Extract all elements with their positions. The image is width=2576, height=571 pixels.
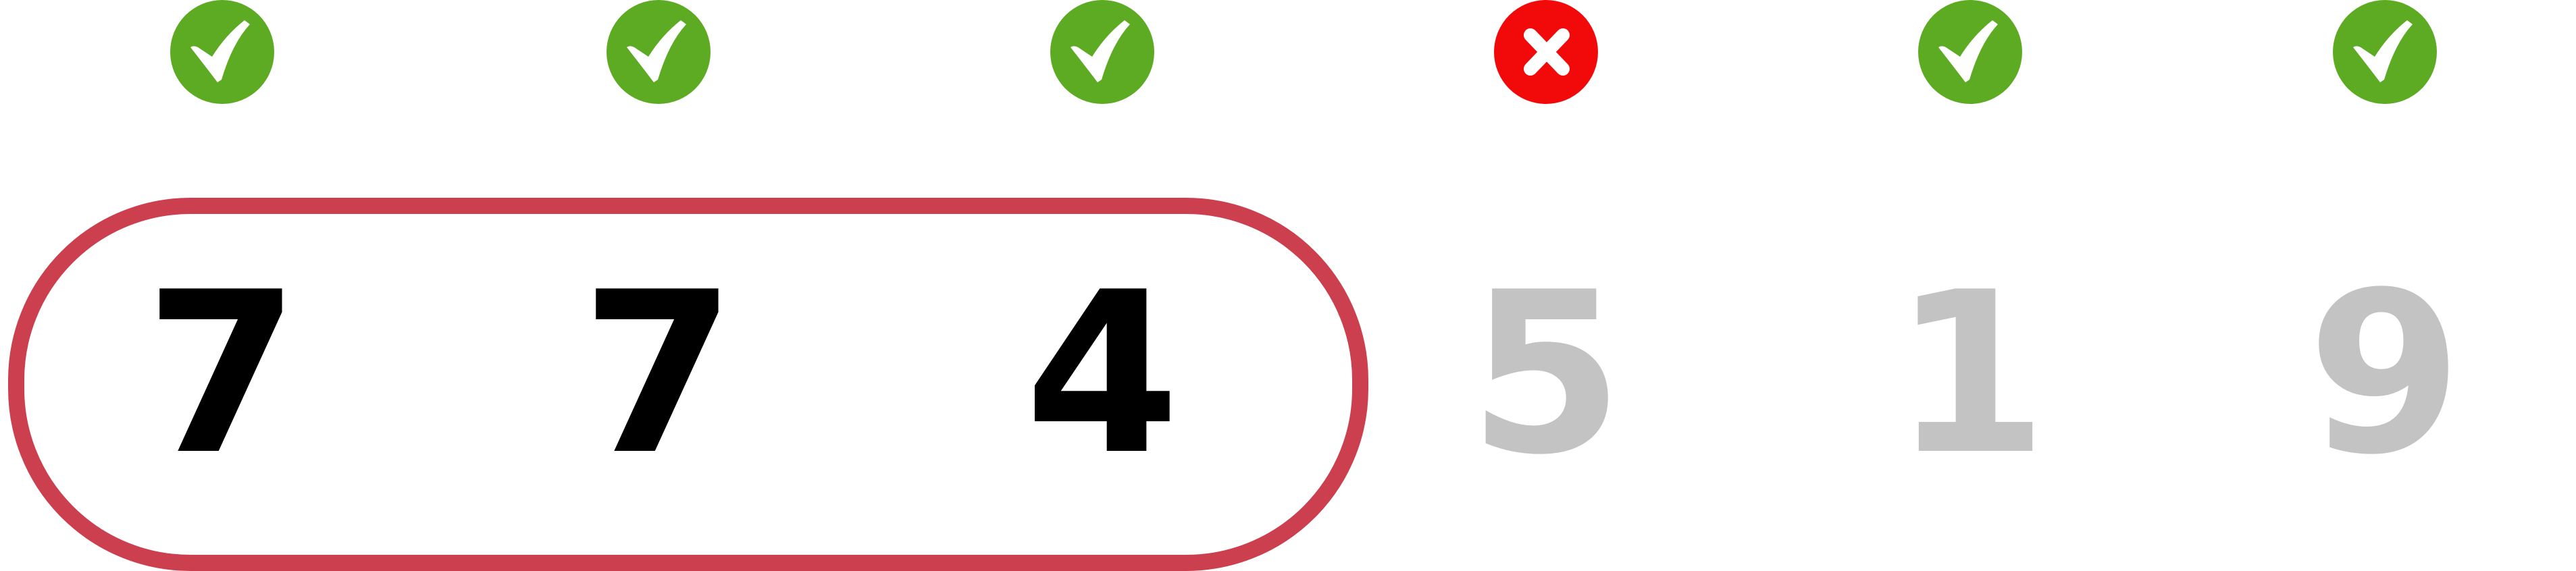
digit-selection-screen: { "colors": { "correct": "#5dab23", "inc… <box>8 0 2463 571</box>
digit-4[interactable]: 5 <box>1468 244 1624 504</box>
cross-icon <box>1494 0 1598 104</box>
digit-3[interactable]: 4 <box>1025 244 1180 504</box>
check-icon <box>2333 0 2437 104</box>
check-icon <box>1918 0 2022 104</box>
check-icon <box>1050 0 1154 104</box>
digit-6[interactable]: 9 <box>2307 244 2463 504</box>
check-icon <box>170 0 274 104</box>
check-icon <box>607 0 711 104</box>
digit-5[interactable]: 1 <box>1892 244 2048 504</box>
digit-1[interactable]: 7 <box>145 244 300 504</box>
digit-2[interactable]: 7 <box>581 244 736 504</box>
